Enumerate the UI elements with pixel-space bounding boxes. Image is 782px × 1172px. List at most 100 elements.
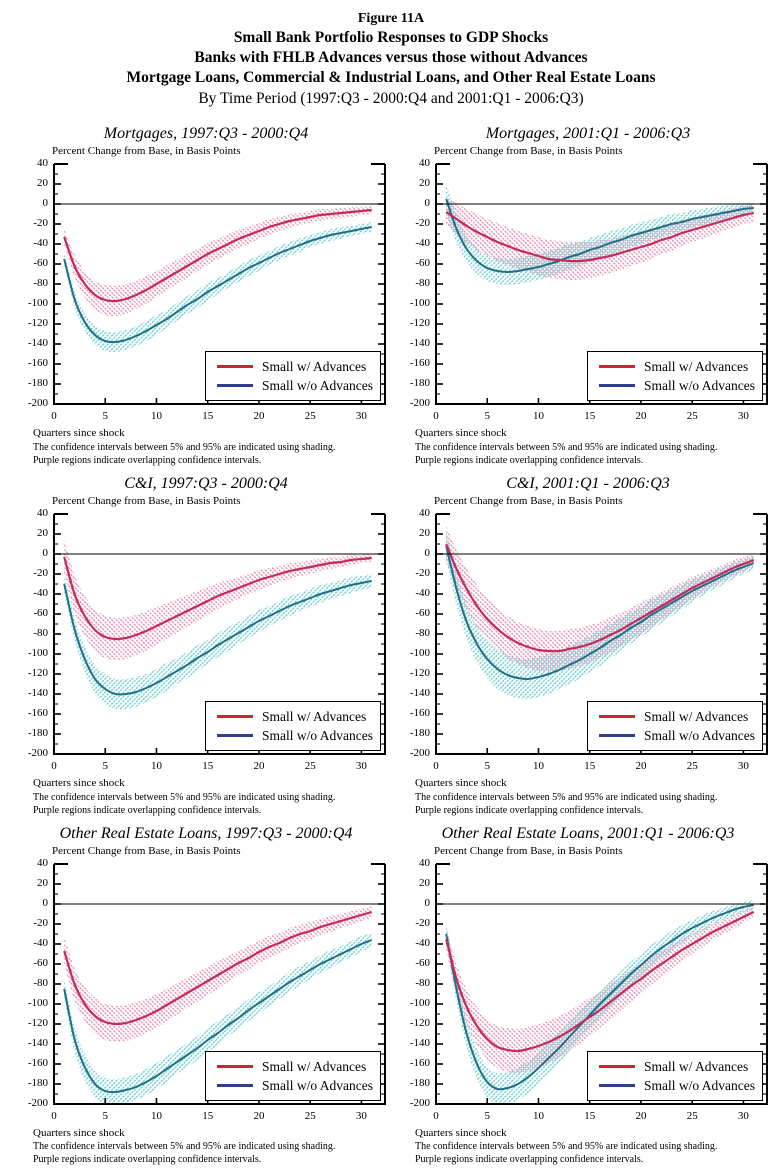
panel-title: Other Real Estate Loans, 2001:Q1 - 2006:…: [441, 824, 735, 842]
y-tick-label: -120: [409, 317, 430, 330]
y-tick-label: -160: [409, 357, 430, 370]
panel-footnotes: Quarters since shock The confidence inte…: [33, 1126, 390, 1166]
legend-label-with-advances: Small w/ Advances: [644, 1058, 749, 1074]
y-axis-title: Percent Change from Base, in Basis Point…: [434, 845, 623, 858]
legend: Small w/ Advances Small w/o Advances: [587, 701, 763, 752]
x-tick-label: 30: [737, 1110, 749, 1123]
legend-label-with-advances: Small w/ Advances: [644, 708, 749, 724]
y-tick-label: -180: [409, 727, 430, 740]
y-tick-label: -100: [409, 647, 430, 660]
x-tick-label: 25: [686, 410, 698, 423]
x-tick-label: 0: [433, 760, 439, 773]
y-tick-label: -140: [27, 1037, 48, 1050]
y-tick-label: -60: [33, 607, 48, 620]
chart-panel-5: Other Real Estate Loans, 1997:Q3 - 2000:…: [22, 825, 390, 1167]
x-tick-label: 15: [202, 760, 214, 773]
panel-title: Mortgages, 2001:Q1 - 2006:Q3: [485, 124, 691, 142]
y-tick-label: 0: [42, 197, 49, 210]
navy-line-swatch: [217, 1084, 253, 1088]
series-line-without-advances: [445, 199, 754, 274]
y-tick-label: -120: [409, 667, 430, 680]
tick-marks: [53, 513, 385, 756]
x-axis-title: Quarters since shock: [415, 427, 507, 440]
y-axis-tick-labels: 40 20 0 -20 -40 -60 -80 -100 -120 -140 -160 -180 -20…: [22, 858, 52, 1110]
y-tick-label: -20: [33, 217, 48, 230]
legend: Small w/ Advances Small w/o Advances: [205, 351, 381, 402]
y-tick-label: -180: [409, 1077, 430, 1090]
x-tick-label: 0: [51, 1110, 57, 1123]
y-tick-label: -40: [415, 587, 430, 600]
legend-item-with-advances: Small w/ Advances: [599, 357, 762, 376]
tick-marks: [53, 163, 385, 406]
plot-area: [53, 863, 386, 1106]
footnote-shading: The confidence intervals between 5% and …: [415, 441, 718, 453]
figure-title-line-1: Small Bank Portfolio Responses to GDP Sh…: [233, 29, 549, 47]
y-tick-label: -80: [33, 627, 48, 640]
y-tick-label: -160: [27, 357, 48, 370]
series-line-with-advances: [445, 911, 755, 1053]
red-line-swatch: [599, 1065, 635, 1069]
series-group: [445, 526, 755, 700]
legend-item-without-advances: Small w/o Advances: [599, 376, 762, 395]
legend-item-with-advances: Small w/ Advances: [599, 707, 762, 726]
legend: Small w/ Advances Small w/o Advances: [587, 1051, 763, 1102]
plot-area: [435, 513, 768, 756]
confidence-band-without-advances: [446, 184, 754, 286]
red-line-swatch: [599, 365, 635, 369]
panel-title: Other Real Estate Loans, 1997:Q3 - 2000:…: [59, 824, 353, 842]
y-tick-label: -80: [33, 277, 48, 290]
y-tick-label: -200: [409, 1097, 430, 1110]
x-tick-label: 10: [150, 410, 162, 423]
legend-label-with-advances: Small w/ Advances: [262, 358, 367, 374]
y-tick-label: -120: [27, 317, 48, 330]
y-tick-label: 20: [419, 877, 430, 890]
y-tick-label: -200: [409, 747, 430, 760]
series-group: [63, 206, 372, 353]
chart-panel-3: C&I, 1997:Q3 - 2000:Q4 Percent Change fr…: [22, 475, 390, 817]
panel-title: C&I, 1997:Q3 - 2000:Q4: [124, 474, 288, 492]
panel-footnotes: Quarters since shock The confidence inte…: [415, 776, 772, 816]
x-tick-label: 0: [51, 760, 57, 773]
x-tick-label: 30: [737, 760, 749, 773]
y-axis-tick-labels: 40 20 0 -20 -40 -60 -80 -100 -120 -140 -160 -180 -20…: [404, 508, 434, 760]
y-axis-tick-labels: 40 20 0 -20 -40 -60 -80 -100 -120 -140 -160 -180 -20…: [22, 508, 52, 760]
y-tick-label: -100: [409, 997, 430, 1010]
y-tick-label: 20: [419, 177, 430, 190]
y-tick-label: 20: [37, 177, 48, 190]
series-group: [445, 184, 754, 286]
footnote-purple: Purple regions indicate overlapping conf…: [33, 804, 262, 816]
y-axis-title: Percent Change from Base, in Basis Point…: [52, 495, 241, 508]
x-tick-label: 20: [635, 410, 647, 423]
y-tick-label: -160: [409, 707, 430, 720]
legend-item-with-advances: Small w/ Advances: [217, 357, 380, 376]
y-axis-title: Percent Change from Base, in Basis Point…: [52, 845, 241, 858]
series-line-without-advances: [445, 904, 754, 1091]
y-tick-label: -120: [27, 667, 48, 680]
y-axis-tick-labels: 40 20 0 -20 -40 -60 -80 -100 -120 -140 -160 -180 -20…: [404, 158, 434, 410]
x-tick-label: 10: [532, 760, 544, 773]
confidence-band-with-advances: [64, 206, 372, 317]
y-tick-label: -20: [415, 917, 430, 930]
tick-marks: [435, 513, 767, 756]
x-tick-label: 25: [304, 1110, 316, 1123]
confidence-band-without-advances: [64, 933, 372, 1105]
y-tick-label: -40: [33, 937, 48, 950]
y-tick-label: -160: [27, 707, 48, 720]
legend-label-without-advances: Small w/o Advances: [644, 1077, 755, 1093]
plot-area: [435, 863, 768, 1106]
legend-item-with-advances: Small w/ Advances: [599, 1057, 762, 1076]
y-tick-label: 0: [424, 547, 431, 560]
y-tick-label: -180: [27, 727, 48, 740]
figure-number: Figure 11A: [357, 11, 425, 26]
legend-item-with-advances: Small w/ Advances: [217, 707, 380, 726]
footnote-purple: Purple regions indicate overlapping conf…: [33, 454, 262, 466]
y-tick-label: -100: [27, 297, 48, 310]
footnote-shading: The confidence intervals between 5% and …: [415, 791, 718, 803]
y-axis-title: Percent Change from Base, in Basis Point…: [434, 495, 623, 508]
x-tick-label: 0: [433, 410, 439, 423]
y-tick-label: -80: [415, 977, 430, 990]
x-tick-label: 25: [686, 760, 698, 773]
x-tick-label: 10: [150, 1110, 162, 1123]
chart-panel-1: Mortgages, 1997:Q3 - 2000:Q4 Percent Cha…: [22, 125, 390, 467]
